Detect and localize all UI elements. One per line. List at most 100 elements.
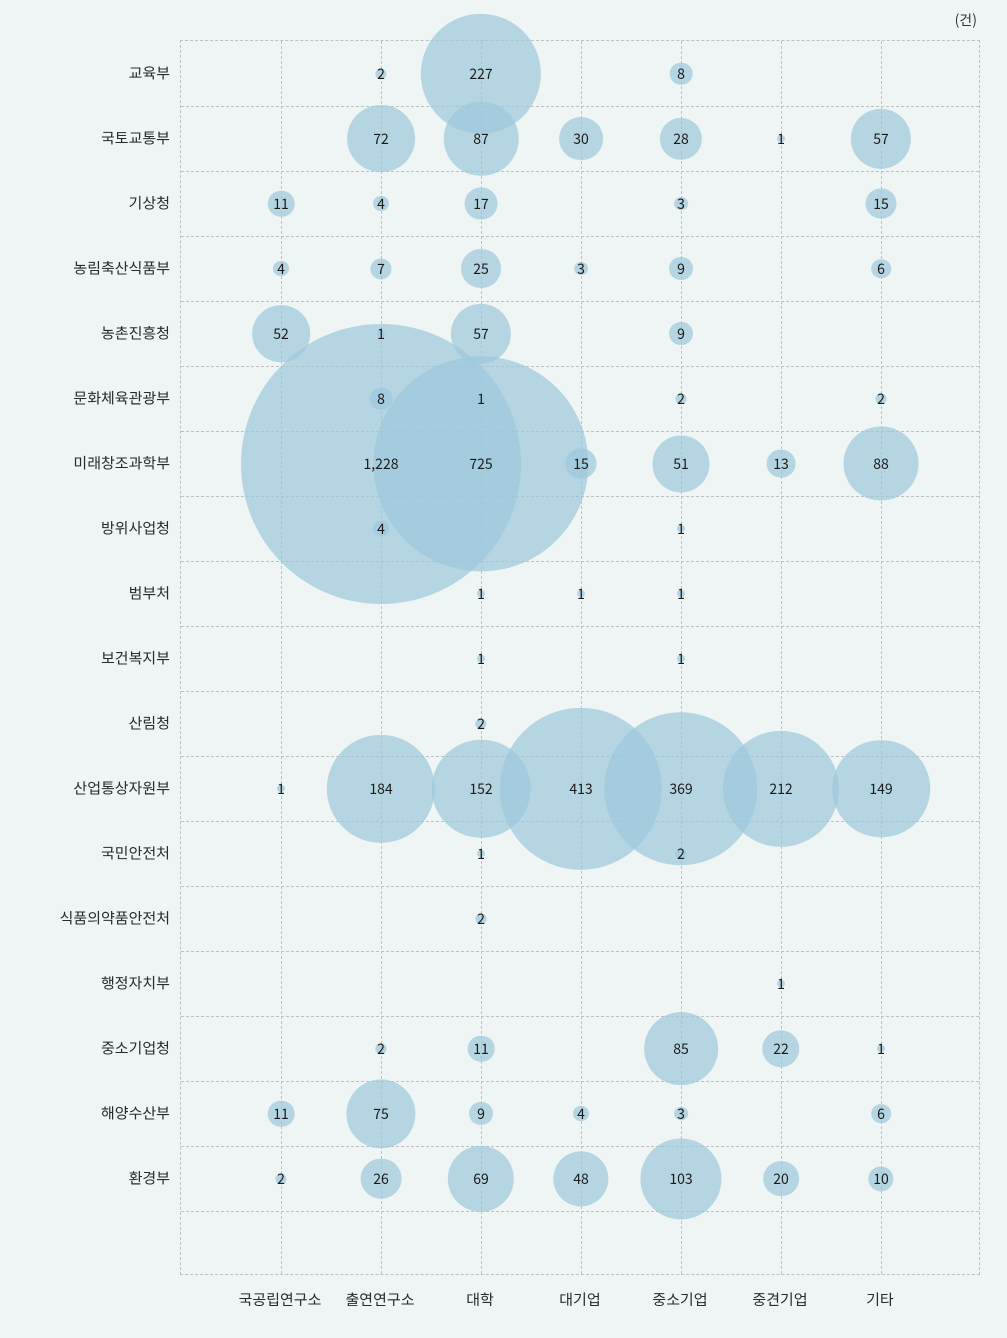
gridline-horizontal	[181, 236, 979, 237]
y-axis-label: 교육부	[10, 62, 170, 83]
bubble-value: 20	[773, 1169, 789, 1189]
gridline-vertical	[881, 41, 882, 1274]
bubble-value: 9	[477, 1104, 485, 1124]
x-axis-label: 중소기업	[652, 1289, 707, 1310]
y-axis-label: 환경부	[10, 1167, 170, 1188]
bubble-value: 85	[673, 1039, 689, 1059]
gridline-vertical	[781, 41, 782, 1274]
gridline-horizontal	[181, 1211, 979, 1212]
gridline-horizontal	[181, 691, 979, 692]
y-axis-label: 농림축산식품부	[10, 257, 170, 278]
bubble-value: 48	[573, 1169, 589, 1189]
bubble-value: 2	[877, 389, 885, 409]
gridline-horizontal	[181, 1016, 979, 1017]
bubble-value: 1	[477, 389, 485, 409]
gridline-horizontal	[181, 171, 979, 172]
bubble-value: 2	[677, 844, 685, 864]
bubble-value: 26	[373, 1169, 389, 1189]
bubble-value: 15	[573, 454, 589, 474]
bubble-value: 152	[469, 779, 492, 799]
bubble-value: 4	[277, 259, 285, 279]
bubble-value: 3	[677, 194, 685, 214]
x-axis-label: 대학	[466, 1289, 494, 1310]
x-axis-label: 기타	[866, 1289, 894, 1310]
gridline-vertical	[281, 41, 282, 1274]
bubble-value: 7	[377, 259, 385, 279]
x-axis-label: 국공립연구소	[239, 1289, 322, 1310]
x-axis-label: 출연연구소	[345, 1289, 414, 1310]
bubble-value: 1,228	[364, 454, 399, 474]
bubble-value: 8	[677, 64, 685, 84]
bubble-value: 103	[669, 1169, 692, 1189]
bubble-value: 1	[577, 584, 585, 604]
bubble-value: 88	[873, 454, 889, 474]
gridline-horizontal	[181, 626, 979, 627]
bubble-value: 1	[477, 584, 485, 604]
gridline-horizontal	[181, 886, 979, 887]
bubble-value: 3	[677, 1104, 685, 1124]
y-axis-label: 국토교통부	[10, 127, 170, 148]
bubble-value: 6	[877, 1104, 885, 1124]
y-axis-label: 국민안전처	[10, 842, 170, 863]
bubble-value: 15	[873, 194, 889, 214]
bubble-value: 4	[377, 519, 385, 539]
bubble-value: 1	[777, 129, 785, 149]
bubble-value: 8	[377, 389, 385, 409]
bubble-value: 212	[769, 779, 792, 799]
bubble-value: 75	[373, 1104, 389, 1124]
bubble-value: 2	[377, 64, 385, 84]
bubble-value: 725	[469, 454, 492, 474]
bubble-value: 57	[873, 129, 889, 149]
bubble-value: 11	[473, 1039, 489, 1059]
x-axis-label: 중견기업	[752, 1289, 807, 1310]
y-axis-label: 해양수산부	[10, 1102, 170, 1123]
bubble-value: 52	[273, 324, 289, 344]
bubble-value: 30	[573, 129, 589, 149]
bubble-value: 13	[773, 454, 789, 474]
gridline-horizontal	[181, 951, 979, 952]
bubble-value: 51	[673, 454, 689, 474]
bubble-value: 149	[869, 779, 892, 799]
bubble-value: 1	[677, 519, 685, 539]
bubble-value: 3	[577, 259, 585, 279]
bubble-value: 1	[477, 649, 485, 669]
y-axis-label: 방위사업청	[10, 517, 170, 538]
y-axis-label: 미래창조과학부	[10, 452, 170, 473]
bubble-value: 28	[673, 129, 689, 149]
bubble-value: 2	[477, 909, 485, 929]
bubble-value: 17	[473, 194, 489, 214]
bubble-value: 4	[377, 194, 385, 214]
x-axis-label: 대기업	[559, 1289, 600, 1310]
bubble-value: 11	[273, 194, 289, 214]
y-axis-label: 보건복지부	[10, 647, 170, 668]
y-axis-label: 범부처	[10, 582, 170, 603]
unit-label: (건)	[955, 10, 977, 30]
y-axis-label: 농촌진흥청	[10, 322, 170, 343]
bubble-value: 369	[669, 779, 692, 799]
y-axis-label: 산업통상자원부	[10, 777, 170, 798]
y-axis-label: 산림청	[10, 712, 170, 733]
bubble-value: 1	[477, 844, 485, 864]
bubble-value: 11	[273, 1104, 289, 1124]
bubble-value: 87	[473, 129, 489, 149]
bubble-value: 1	[377, 324, 385, 344]
gridline-horizontal	[181, 1146, 979, 1147]
bubble-value: 69	[473, 1169, 489, 1189]
y-axis-label: 행정자치부	[10, 972, 170, 993]
gridline-horizontal	[181, 1081, 979, 1082]
bubble-value: 2	[677, 389, 685, 409]
bubble-value: 1	[777, 974, 785, 994]
bubble-value: 1	[677, 584, 685, 604]
bubble-value: 4	[577, 1104, 585, 1124]
bubble-value: 10	[873, 1169, 889, 1189]
gridline-vertical	[581, 41, 582, 1274]
bubble-value: 57	[473, 324, 489, 344]
bubble-value: 2	[477, 714, 485, 734]
bubble-value: 6	[877, 259, 885, 279]
gridline-horizontal	[181, 301, 979, 302]
y-axis-label: 문화체육관광부	[10, 387, 170, 408]
y-axis-label: 식품의약품안전처	[10, 907, 170, 928]
bubble-value: 1	[277, 779, 285, 799]
bubble-value: 22	[773, 1039, 789, 1059]
y-axis-label: 중소기업청	[10, 1037, 170, 1058]
